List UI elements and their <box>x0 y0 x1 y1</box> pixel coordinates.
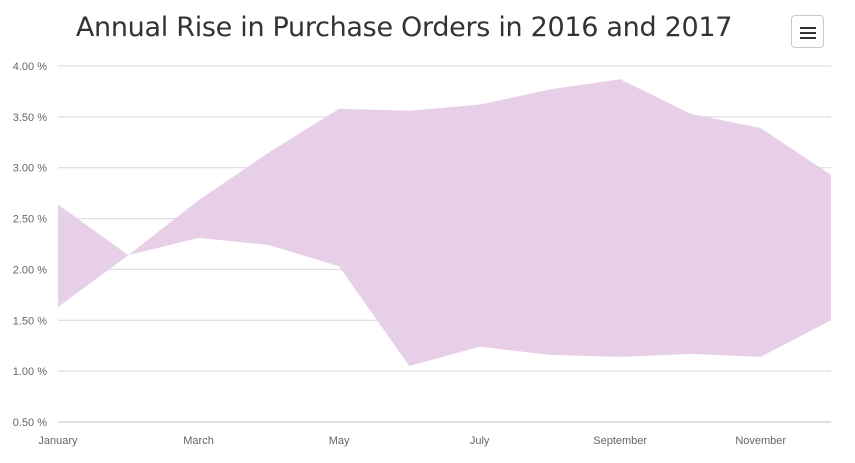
y-tick-label: 2.50 % <box>13 214 47 226</box>
chart-menu-button[interactable] <box>791 15 824 48</box>
x-tick-label: March <box>183 435 214 447</box>
x-tick-label: May <box>329 435 350 447</box>
x-tick-label: November <box>735 435 786 447</box>
y-tick-label: 0.50 % <box>13 417 47 429</box>
y-tick-label: 1.00 % <box>13 366 47 378</box>
range-area <box>58 79 831 367</box>
x-tick-label: January <box>38 435 78 447</box>
hamburger-menu-icon-bar <box>800 32 816 34</box>
y-tick-label: 2.00 % <box>13 264 47 276</box>
hamburger-menu-icon <box>800 27 816 29</box>
hamburger-menu-icon-bar <box>800 37 816 39</box>
y-tick-label: 3.00 % <box>13 163 47 175</box>
y-tick-label: 3.50 % <box>13 112 47 124</box>
x-tick-label: July <box>470 435 490 447</box>
x-tick-label: September <box>593 435 647 447</box>
y-tick-label: 4.00 % <box>13 61 47 73</box>
y-tick-label: 1.50 % <box>13 315 47 327</box>
chart-title: Annual Rise in Purchase Orders in 2016 a… <box>75 12 733 43</box>
